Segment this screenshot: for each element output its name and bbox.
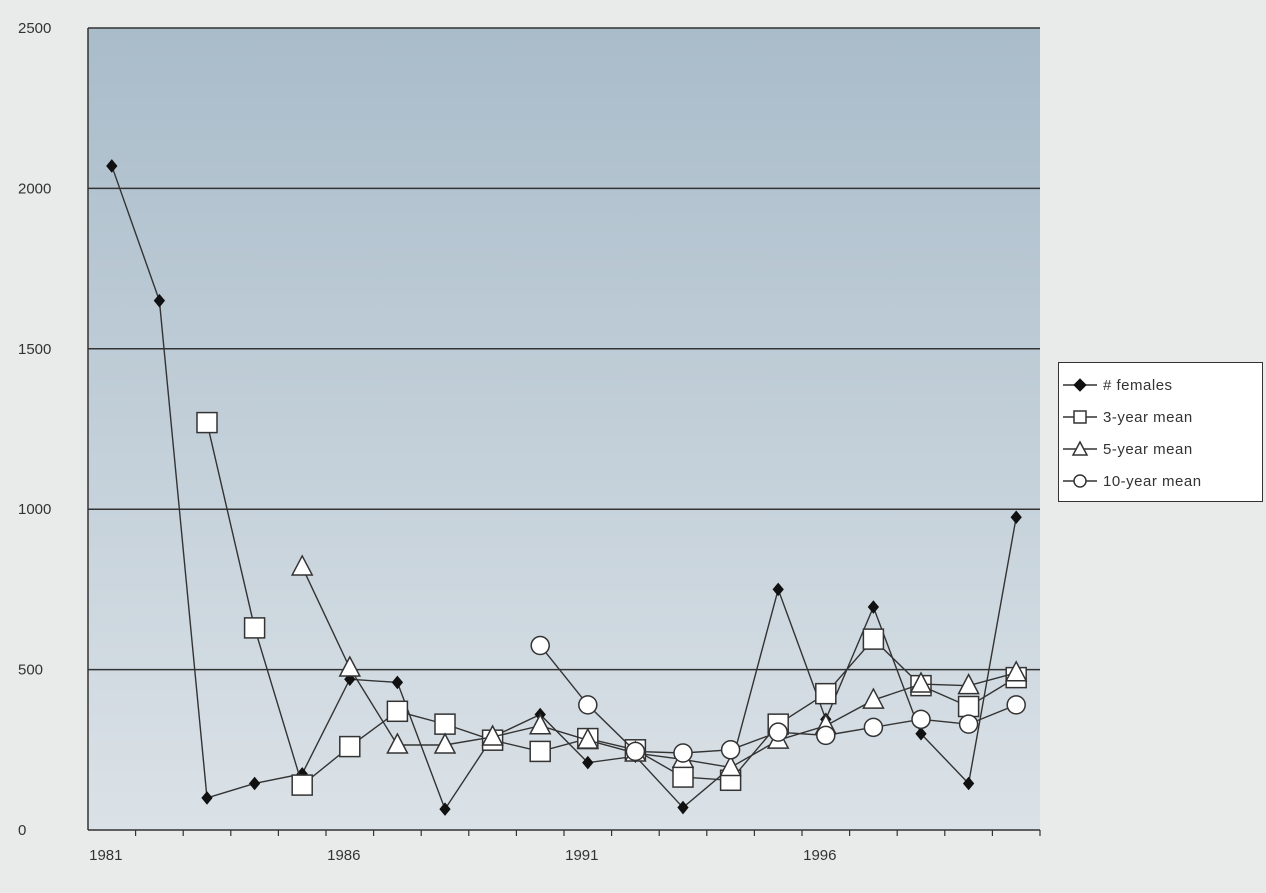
data-point-square [672, 766, 694, 788]
y-tick-label: 0 [18, 822, 26, 839]
circle-marker-icon [1063, 474, 1097, 488]
gridlines [88, 27, 1040, 671]
data-point-circle [578, 695, 598, 715]
data-point-triangle [528, 713, 552, 735]
data-point-circle [911, 709, 931, 730]
data-point-triangle [957, 673, 980, 695]
legend-label: 5-year mean [1103, 440, 1193, 458]
data-point-square [243, 617, 266, 639]
data-point-triangle [386, 732, 409, 754]
data-point-circle [625, 741, 646, 762]
data-point-square [434, 713, 456, 735]
data-point-triangle [862, 687, 885, 709]
series-line [111, 165, 1017, 811]
data-point-diamond [106, 159, 118, 173]
series-line [301, 566, 1017, 769]
plot-area [88, 28, 1040, 830]
legend-item-10yr: 10-year mean [1059, 465, 1262, 497]
data-point-diamond [962, 776, 975, 791]
data-point-triangle [1004, 660, 1028, 682]
series [106, 159, 1028, 816]
x-tick-label: 1981 [89, 847, 122, 864]
data-point-circle [530, 635, 550, 656]
data-point-diamond [248, 776, 261, 791]
data-point-square [386, 700, 409, 723]
diamond-marker-icon [1063, 378, 1097, 392]
data-point-square [957, 695, 980, 718]
data-point-square [196, 411, 218, 434]
data-point-diamond [677, 800, 689, 815]
data-point-diamond [772, 582, 784, 597]
axes: 0 500 1000 1500 2000 2500 1981 1986 1991 1996 [18, 20, 1041, 864]
data-point-circle [1006, 695, 1026, 715]
data-point-triangle [719, 754, 742, 777]
y-tick-label: 1500 [18, 341, 51, 358]
y-tick-label: 2500 [18, 20, 51, 37]
square-marker-icon [1063, 410, 1097, 424]
data-point-square [339, 735, 361, 758]
triangle-marker-icon [1063, 440, 1097, 456]
legend-label: 10-year mean [1103, 472, 1202, 490]
y-tick-label: 2000 [18, 180, 51, 197]
legend-item-5yr: 5-year mean [1059, 433, 1262, 465]
data-point-triangle [576, 727, 600, 749]
data-point-triangle [290, 554, 314, 576]
data-point-circle [768, 722, 788, 742]
x-tick-label: 1991 [565, 847, 598, 864]
data-point-diamond [201, 791, 213, 805]
legend-item-females: # females [1059, 369, 1262, 401]
data-point-triangle [338, 655, 362, 677]
data-point-square [291, 774, 313, 796]
data-point-diamond [153, 293, 166, 308]
data-point-diamond [1010, 510, 1022, 525]
data-point-triangle [481, 724, 504, 746]
x-tick-label: 1996 [803, 847, 836, 864]
data-point-triangle [909, 671, 933, 693]
data-point-square [815, 682, 837, 705]
data-point-square [529, 740, 551, 763]
data-point-diamond [867, 600, 880, 614]
y-tick-label: 1000 [18, 501, 51, 518]
data-point-diamond [439, 802, 451, 816]
legend-item-3yr: 3-year mean [1059, 401, 1262, 433]
data-point-circle [816, 725, 836, 746]
data-point-circle [720, 740, 741, 760]
legend: # females 3-year mean 5-year mean 10-yea… [1058, 362, 1263, 502]
legend-label: # females [1103, 376, 1173, 394]
data-point-circle [673, 743, 693, 763]
legend-label: 3-year mean [1103, 408, 1193, 426]
data-point-circle [863, 717, 884, 738]
data-point-diamond [391, 675, 404, 690]
x-tick-label: 1986 [327, 847, 360, 864]
data-point-circle [958, 714, 979, 734]
data-point-diamond [582, 755, 594, 770]
data-point-triangle [433, 732, 457, 754]
data-point-square [862, 628, 885, 650]
data-point-diamond [915, 726, 927, 741]
y-tick-label: 500 [18, 662, 43, 679]
